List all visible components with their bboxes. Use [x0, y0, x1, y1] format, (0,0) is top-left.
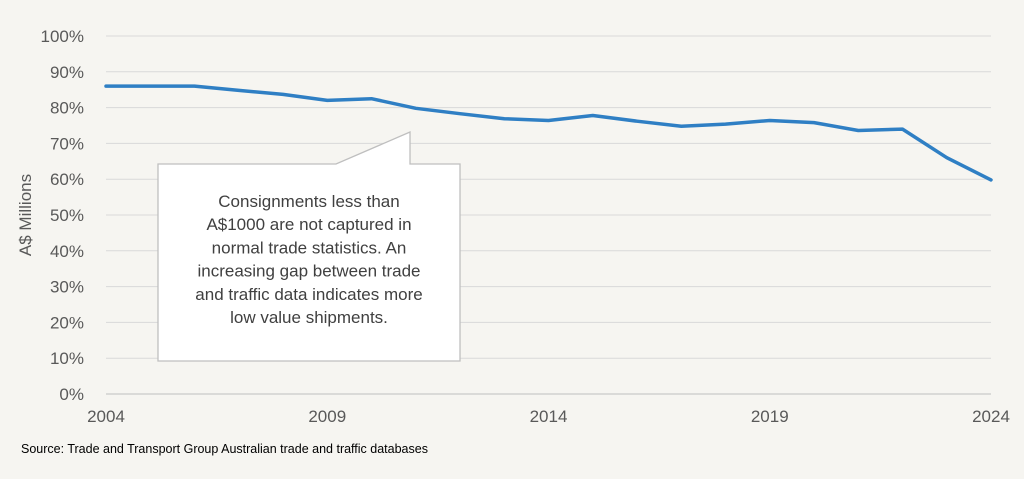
- y-axis-label: A$ Millions: [16, 174, 35, 256]
- callout: Consignments less than A$1000 are not cap…: [157, 131, 461, 362]
- x-tick-label: 2004: [87, 407, 125, 426]
- y-tick-label: 40%: [50, 242, 84, 261]
- callout-line: normal trade statistics. An: [212, 238, 407, 257]
- callout-box: [157, 131, 461, 362]
- y-tick-label: 80%: [50, 99, 84, 118]
- callout-line: A$1000 are not captured in: [206, 215, 411, 234]
- y-tick-label: 50%: [50, 206, 84, 225]
- y-tick-label: 10%: [50, 349, 84, 368]
- y-tick-label: 0%: [59, 385, 84, 404]
- y-tick-label: 70%: [50, 134, 84, 153]
- callout-line: low value shipments.: [230, 308, 388, 327]
- x-tick-label: 2019: [751, 407, 789, 426]
- series-layer: [104, 84, 993, 182]
- callout-text: Consignments less than A$1000 are not cap…: [195, 192, 422, 327]
- y-axis-ticks: 0% 10% 20% 30% 40% 50% 60% 70% 80% 90% 100%: [41, 27, 84, 404]
- y-tick-label: 30%: [50, 278, 84, 297]
- y-tick-label: 90%: [50, 63, 84, 82]
- x-tick-label: 2014: [530, 407, 568, 426]
- callout-line: Consignments less than: [218, 192, 399, 211]
- y-tick-label: 20%: [50, 313, 84, 332]
- callout-line: increasing gap between trade: [197, 262, 420, 281]
- y-tick-label: 100%: [41, 27, 84, 46]
- x-tick-label: 2024: [972, 407, 1010, 426]
- source-note: Source: Trade and Transport Group Austra…: [21, 442, 428, 456]
- x-tick-label: 2009: [308, 407, 346, 426]
- callout-line: and traffic data indicates more: [195, 285, 422, 304]
- series-line-0: [104, 84, 993, 182]
- y-tick-label: 60%: [50, 170, 84, 189]
- x-axis-ticks: 2004 2009 2014 2019 2024: [87, 407, 1010, 426]
